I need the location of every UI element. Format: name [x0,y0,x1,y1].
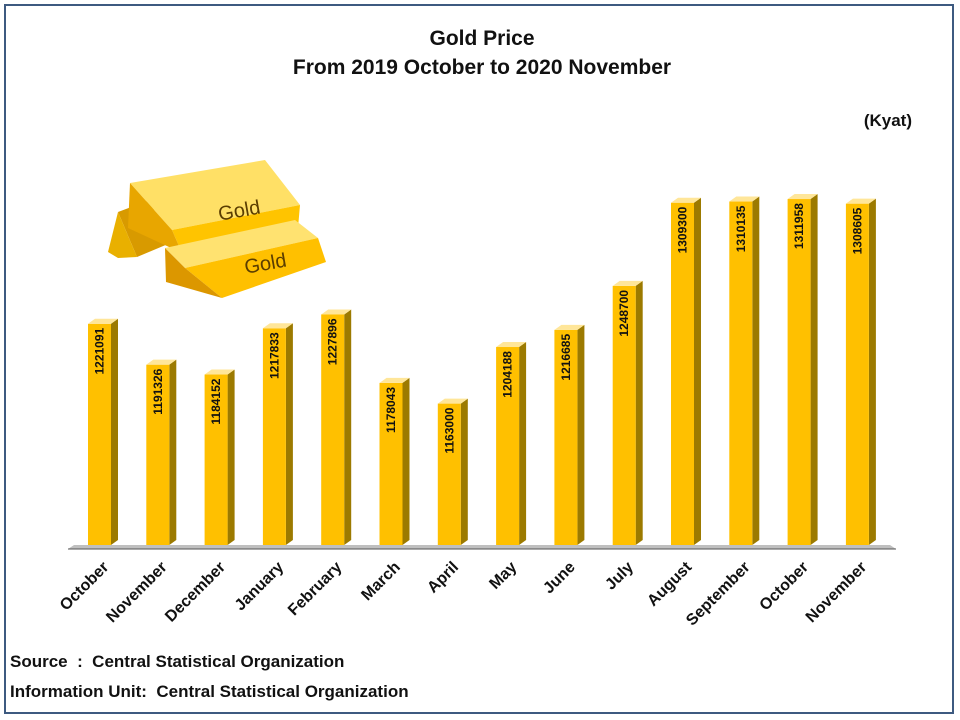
bar [729,196,760,545]
bars-group: 1221091 1191326 1184152 1217833 1227896 11780… [88,194,876,545]
bar [671,197,701,545]
category-label: October [757,559,812,614]
bar-value-label: 1248700 [617,290,631,337]
unit-label: (Kyat) [864,111,912,130]
bar-value-label: 1178043 [384,387,398,433]
bar-value-label: 1204188 [501,351,515,398]
category-label: October [57,559,112,614]
bar-value-label: 1184152 [209,378,223,424]
category-label: February [285,559,346,620]
chart-subtitle: From 2019 October to 2020 November [293,56,671,79]
bar-value-label: 1309300 [676,206,690,253]
bar [845,198,876,545]
bar-value-label: 1308605 [850,207,864,254]
bar-value-label: 1227896 [326,318,340,365]
bar [321,309,352,545]
bar [204,369,235,545]
bar [146,359,177,545]
category-label: May [486,559,520,593]
category-label: August [644,558,695,609]
category-label: April [424,559,462,597]
bar [787,194,818,545]
bar [437,398,468,545]
bar [612,280,643,545]
category-label: November [803,559,870,626]
category-label: July [602,559,637,594]
category-label: March [358,559,403,604]
bar [262,323,293,545]
bar-value-label: 1191326 [151,368,165,414]
bar-value-label: 1310135 [734,205,748,252]
bar [88,318,118,545]
bar-value-label: 1163000 [442,407,456,453]
bar [554,324,585,545]
category-label: June [540,559,578,597]
bar-value-label: 1216685 [559,334,573,381]
source-note: Source : Central Statistical Organizatio… [10,652,345,671]
bar-value-label: 1311958 [792,203,806,249]
bar-value-label: 1217833 [267,332,281,379]
category-label: January [232,559,287,614]
bar [496,342,527,545]
gold-bars-illustration: Gold Gold [108,160,326,298]
information-unit-note: Information Unit: Central Statistical Or… [10,682,409,701]
category-label: November [103,559,170,626]
chart-floor [68,545,896,550]
bar-value-label: 1221091 [93,327,107,374]
chart-title: Gold Price [429,27,534,50]
bar [379,377,410,545]
category-label: December [162,559,229,626]
